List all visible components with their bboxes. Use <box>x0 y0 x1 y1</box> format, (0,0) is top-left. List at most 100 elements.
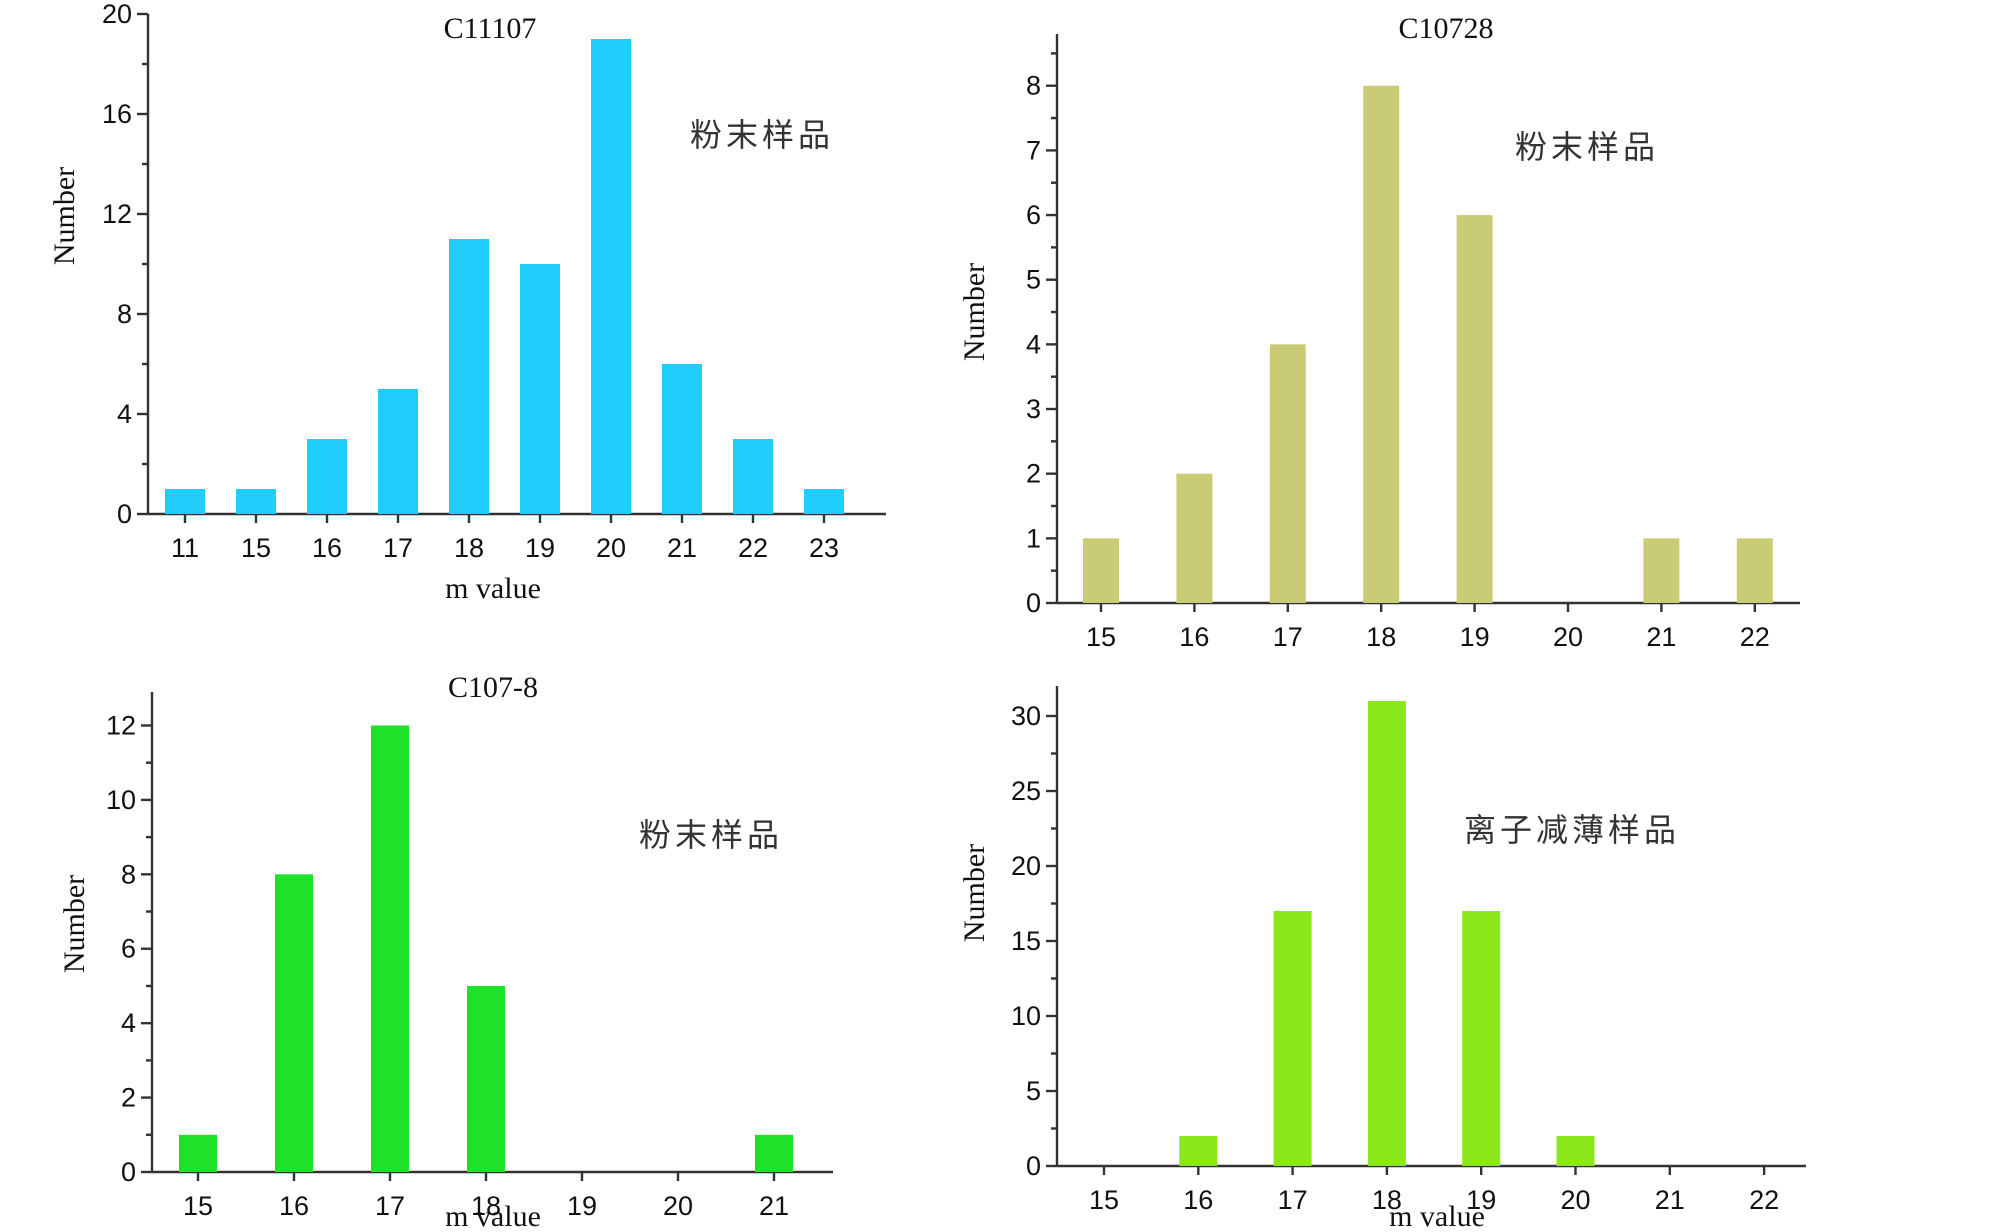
x-tick-label: 16 <box>1179 622 1209 652</box>
x-tick-label: 18 <box>1372 1185 1402 1215</box>
y-tick-label: 4 <box>1026 329 1041 359</box>
y-tick-label: 8 <box>117 299 132 329</box>
x-tick-label: 23 <box>809 533 839 563</box>
y-tick-label: 12 <box>102 199 132 229</box>
bar-21 <box>1643 538 1680 603</box>
y-tick-label: 12 <box>106 710 136 740</box>
bar-22 <box>733 439 773 514</box>
x-tick-label: 18 <box>454 533 484 563</box>
x-tick-label: 18 <box>1366 622 1396 652</box>
x-tick-label: 19 <box>567 1191 597 1221</box>
x-tick-label: 18 <box>471 1191 501 1221</box>
chart-title: C11107 <box>444 12 537 45</box>
y-tick-label: 3 <box>1026 394 1041 424</box>
y-tick-label: 5 <box>1026 1076 1041 1106</box>
x-tick-label: 15 <box>1086 622 1116 652</box>
bar-15 <box>179 1134 217 1172</box>
y-tick-label: 10 <box>1011 1001 1041 1031</box>
y-tick-label: 6 <box>121 934 136 964</box>
chart-panel-2: 0 1 2 3 4 5 6 7 8 15 16 17 18 19 20 21 22 C10728 粉末样品 Numbe… <box>958 12 1800 652</box>
bar-21 <box>662 364 702 514</box>
bar-20 <box>1556 1136 1595 1166</box>
x-tick-label: 22 <box>738 533 768 563</box>
bar-23 <box>804 489 844 514</box>
x-tick-label: 17 <box>375 1191 405 1221</box>
bar-17 <box>371 725 409 1172</box>
x-tick-label: 17 <box>1278 1185 1308 1215</box>
y-tick-label: 10 <box>106 785 136 815</box>
y-axis-label: Number <box>958 844 991 942</box>
bar-22 <box>1736 538 1773 603</box>
y-tick-label: 20 <box>1011 851 1041 881</box>
y-tick-label: 20 <box>102 0 132 29</box>
y-tick-label: 0 <box>1026 1151 1041 1181</box>
x-tick-label: 16 <box>279 1191 309 1221</box>
chart-annotation: 粉末样品 <box>690 116 834 154</box>
y-tick-label: 4 <box>121 1008 136 1038</box>
x-tick-label: 22 <box>1749 1185 1779 1215</box>
x-tick-label: 21 <box>759 1191 789 1221</box>
y-tick-label: 15 <box>1011 926 1041 956</box>
bar-18 <box>1367 701 1406 1166</box>
y-tick-label: 30 <box>1011 701 1041 731</box>
y-tick-label: 7 <box>1026 135 1041 165</box>
chart-panel-4: 0 5 10 15 20 25 30 15 16 17 18 19 20 21 22 离子减薄样品 Number… <box>958 686 1806 1232</box>
x-tick-label: 15 <box>1089 1185 1119 1215</box>
bar-17 <box>378 389 418 514</box>
x-tick-label: 15 <box>183 1191 213 1221</box>
x-tick-label: 17 <box>383 533 413 563</box>
x-tick-label: 19 <box>525 533 555 563</box>
x-axis-label: m value <box>445 1200 541 1232</box>
y-tick-label: 16 <box>102 99 132 129</box>
chart-title: C107-8 <box>448 671 538 704</box>
bar-16 <box>275 874 313 1172</box>
bar-21 <box>755 1134 793 1172</box>
bar-18 <box>1363 85 1400 603</box>
y-tick-label: 0 <box>117 499 132 529</box>
x-tick-label: 11 <box>171 533 199 563</box>
y-tick-label: 2 <box>121 1083 136 1113</box>
y-axis-label: Number <box>58 875 91 973</box>
y-tick-label: 0 <box>1026 588 1041 618</box>
y-tick-label: 0 <box>121 1157 136 1187</box>
bar-18 <box>467 985 505 1172</box>
x-axis-label: m value <box>445 572 541 605</box>
y-tick-label: 25 <box>1011 776 1041 806</box>
x-tick-label: 17 <box>1273 622 1303 652</box>
x-tick-label: 16 <box>312 533 342 563</box>
x-axis-label: m value <box>1389 1200 1485 1232</box>
bar-17 <box>1269 344 1306 603</box>
x-tick-label: 20 <box>596 533 626 563</box>
y-tick-label: 8 <box>121 859 136 889</box>
x-tick-label: 22 <box>1740 622 1770 652</box>
x-tick-label: 16 <box>1183 1185 1213 1215</box>
bar-19 <box>1462 911 1501 1166</box>
y-tick-label: 8 <box>1026 71 1041 101</box>
y-tick-label: 2 <box>1026 459 1041 489</box>
bar-16 <box>307 439 347 514</box>
bar-19 <box>1456 215 1493 603</box>
chart-annotation: 粉末样品 <box>1515 128 1659 166</box>
x-tick-label: 20 <box>1553 622 1583 652</box>
chart-panel-1: 0 4 8 12 16 20 11 15 16 17 18 19 20 21 22 23 C11107 粉末样品 N… <box>48 0 886 605</box>
x-tick-label: 19 <box>1460 622 1490 652</box>
bar-18 <box>449 239 489 514</box>
x-tick-label: 20 <box>663 1191 693 1221</box>
y-tick-label: 6 <box>1026 200 1041 230</box>
bar-15 <box>1083 538 1119 603</box>
bar-11 <box>165 489 205 514</box>
y-tick-label: 1 <box>1026 523 1041 553</box>
y-axis-label: Number <box>958 263 991 361</box>
chart-panel-3: 0 2 4 6 8 10 12 15 16 17 18 19 20 21 C107-8 粉末样品 Number m… <box>58 671 833 1232</box>
y-tick-label: 4 <box>117 399 132 429</box>
bar-15 <box>236 489 276 514</box>
chart-annotation: 粉末样品 <box>639 816 783 854</box>
y-tick-label: 5 <box>1026 265 1041 295</box>
chart-title: C10728 <box>1398 12 1493 45</box>
bar-17 <box>1273 911 1312 1166</box>
bar-16 <box>1179 1136 1218 1166</box>
bar-16 <box>1176 473 1213 603</box>
y-axis-label: Number <box>48 167 81 265</box>
x-tick-label: 21 <box>667 533 697 563</box>
